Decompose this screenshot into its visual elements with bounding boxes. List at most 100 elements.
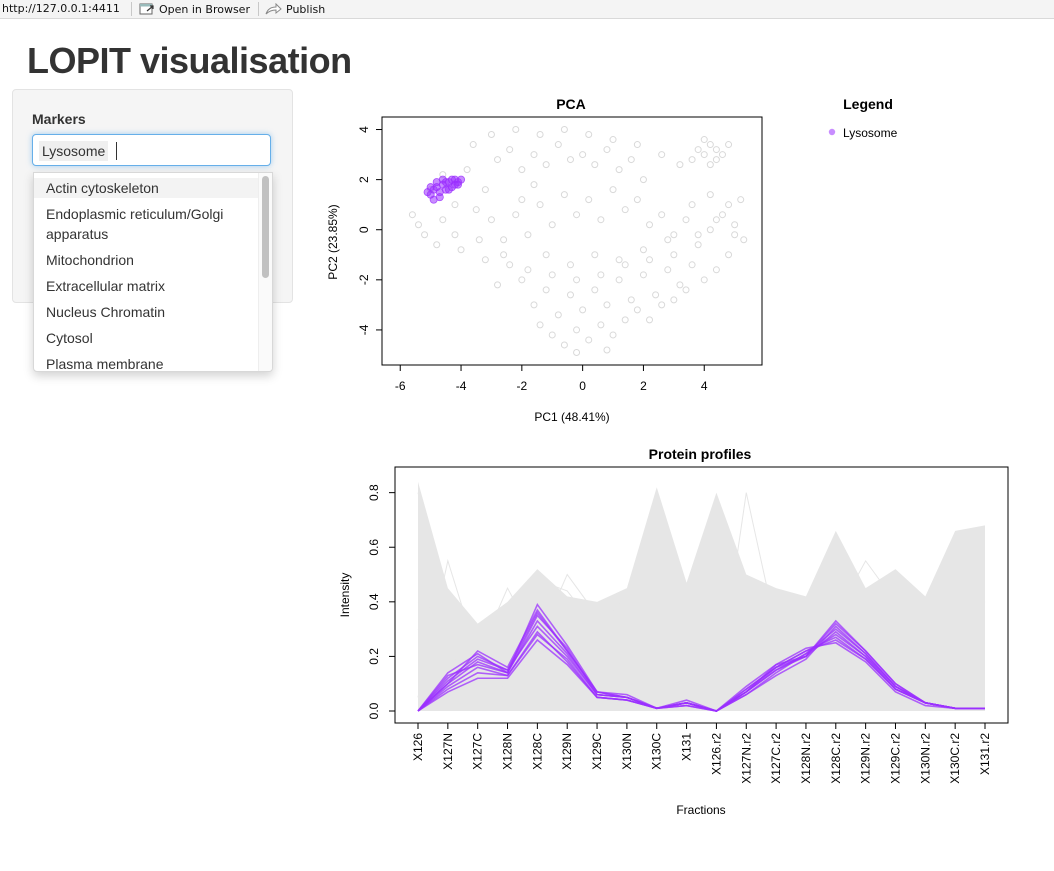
pca-point-lysosome bbox=[441, 178, 450, 187]
pca-point bbox=[451, 231, 459, 239]
pca-point bbox=[725, 141, 733, 149]
pca-point bbox=[621, 261, 629, 269]
pca-point bbox=[694, 231, 702, 239]
dropdown-option-mitochondrion[interactable]: Mitochondrion bbox=[46, 252, 134, 268]
pca-x-tick-label: -2 bbox=[517, 379, 528, 393]
profiles-x-tick-label: X128N bbox=[501, 733, 515, 770]
pca-point bbox=[652, 291, 660, 299]
dropdown-option-extracellular[interactable]: Extracellular matrix bbox=[46, 278, 166, 294]
pca-point bbox=[591, 286, 599, 294]
pca-point bbox=[737, 196, 745, 204]
pca-y-tick-label: 0 bbox=[357, 226, 371, 233]
pca-point bbox=[609, 136, 617, 144]
open-in-browser-button[interactable]: Open in Browser bbox=[139, 1, 250, 17]
pca-point bbox=[566, 291, 574, 299]
selected-marker-chip[interactable]: Lysosome bbox=[39, 141, 109, 161]
pca-point bbox=[706, 191, 714, 199]
profiles-title: Protein profiles bbox=[649, 446, 752, 462]
pca-point bbox=[658, 211, 666, 219]
pca-point bbox=[633, 141, 641, 149]
profiles-x-tick-label: X129N.r2 bbox=[859, 733, 873, 784]
pca-x-tick-label: 4 bbox=[701, 379, 708, 393]
profile-line-lysosome bbox=[417, 633, 985, 712]
pca-point bbox=[700, 136, 708, 144]
legend: Legend Lysosome bbox=[828, 96, 898, 140]
profiles-y-axis: 0.0 0.2 0.4 0.6 0.8 bbox=[367, 484, 395, 719]
open-in-browser-label: Open in Browser bbox=[159, 2, 250, 16]
dropdown-option-nucleus[interactable]: Nucleus Chromatin bbox=[46, 304, 166, 320]
pca-point bbox=[408, 211, 416, 219]
dropdown-option-actin[interactable]: Actin cytoskeleton bbox=[34, 178, 258, 198]
profiles-x-tick-label: X127N bbox=[441, 733, 455, 770]
pca-point bbox=[633, 196, 641, 204]
profiles-x-tick-label: X128C.r2 bbox=[829, 733, 843, 784]
pca-x-label: PC1 (48.41%) bbox=[534, 410, 609, 424]
markers-select-input[interactable]: Lysosome bbox=[32, 134, 271, 166]
dropdown-scrollbar[interactable] bbox=[258, 173, 272, 371]
pca-chart: PCA -6 -4 -2 0 2 4 -4 -2 0 2 4 PC1 (48.41%) PC2 (… bbox=[326, 96, 763, 424]
pca-point bbox=[585, 196, 593, 204]
pca-point bbox=[573, 211, 581, 219]
pca-point bbox=[621, 316, 629, 324]
markers-dropdown[interactable]: Actin cytoskeleton Endoplasmic reticulum… bbox=[33, 172, 273, 372]
pca-point bbox=[597, 271, 605, 279]
pca-point bbox=[639, 176, 647, 184]
pca-point bbox=[706, 141, 714, 149]
pca-point bbox=[603, 146, 611, 154]
pca-point bbox=[475, 236, 483, 244]
pca-point-lysosome bbox=[429, 195, 438, 204]
profiles-x-tick-label: X130N bbox=[620, 733, 634, 770]
pca-x-tick-label: 0 bbox=[579, 379, 586, 393]
pca-point bbox=[621, 206, 629, 214]
pca-point bbox=[481, 256, 489, 264]
pca-point bbox=[633, 306, 641, 314]
pca-y-tick-label: 4 bbox=[357, 126, 371, 133]
pca-lysosome-points bbox=[423, 175, 466, 204]
pca-point bbox=[609, 186, 617, 194]
pca-point bbox=[560, 191, 568, 199]
pca-point bbox=[530, 301, 538, 309]
pca-x-tick-label: -4 bbox=[456, 379, 467, 393]
pca-point bbox=[566, 156, 574, 164]
pca-point bbox=[725, 201, 733, 209]
pca-point bbox=[536, 201, 544, 209]
pca-point bbox=[524, 231, 532, 239]
pca-point bbox=[718, 151, 726, 159]
pca-point bbox=[718, 211, 726, 219]
pca-point bbox=[688, 201, 696, 209]
pca-point bbox=[676, 281, 684, 289]
pca-point bbox=[670, 231, 678, 239]
pca-point bbox=[494, 156, 502, 164]
profiles-x-tick-label: X127C.r2 bbox=[769, 733, 783, 784]
pca-point bbox=[706, 161, 714, 169]
dropdown-option-plasma-membrane[interactable]: Plasma membrane bbox=[46, 356, 164, 372]
pca-point bbox=[524, 266, 532, 274]
pca-background-points bbox=[408, 126, 748, 356]
dropdown-option-er-golgi[interactable]: Endoplasmic reticulum/Golgi bbox=[46, 206, 224, 222]
pca-y-axis: -4 -2 0 2 4 bbox=[357, 126, 382, 335]
pca-point bbox=[457, 246, 465, 254]
pca-point bbox=[712, 266, 720, 274]
pca-point bbox=[548, 331, 556, 339]
publish-button[interactable]: Publish bbox=[265, 1, 325, 17]
profiles-x-tick-label: X127C bbox=[471, 733, 485, 770]
pca-y-tick-label: 2 bbox=[357, 176, 371, 183]
dropdown-scroll-thumb[interactable] bbox=[262, 176, 269, 278]
profiles-y-tick-label: 0.8 bbox=[367, 484, 381, 501]
profiles-y-tick-label: 0.2 bbox=[367, 648, 381, 665]
pca-point bbox=[646, 221, 654, 229]
pca-point bbox=[518, 166, 526, 174]
dropdown-option-cytosol[interactable]: Cytosol bbox=[46, 330, 93, 346]
profiles-x-axis: X126 X127N X127C X128N X128C X129N X129C X130N X… bbox=[411, 723, 992, 784]
pca-point bbox=[682, 216, 690, 224]
pca-point-lysosome bbox=[432, 178, 441, 187]
pca-x-tick-label: 2 bbox=[640, 379, 647, 393]
pca-point bbox=[700, 276, 708, 284]
profile-line bbox=[417, 492, 986, 700]
pca-point bbox=[554, 311, 562, 319]
dropdown-option-er-golgi-cont[interactable]: apparatus bbox=[46, 226, 109, 242]
pca-point bbox=[603, 301, 611, 309]
pca-point bbox=[579, 306, 587, 314]
pca-point bbox=[639, 246, 647, 254]
pca-point bbox=[725, 251, 733, 259]
